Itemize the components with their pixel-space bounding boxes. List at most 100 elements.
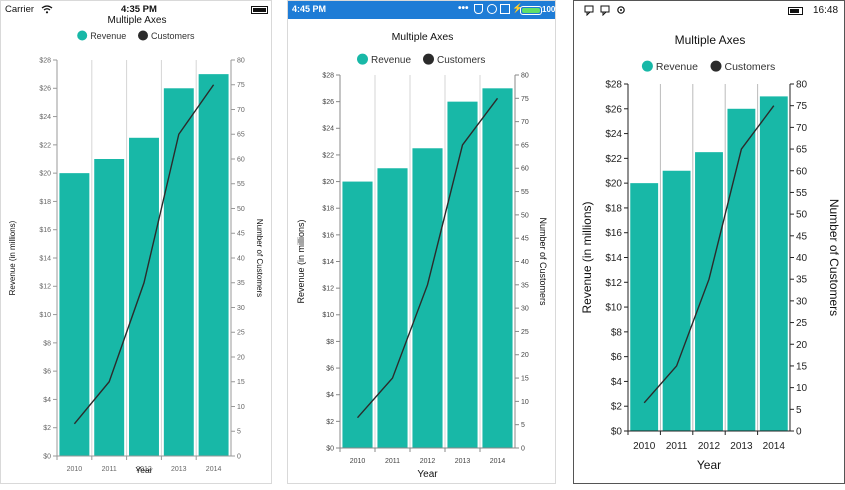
multiple-axes-chart: Multiple Axes Revenue Customers $0 $2 $4 $6 $8 $… [296,31,548,480]
battery-percent: 100% [542,5,563,14]
left-axis-tick-label: $2 [43,425,51,432]
right-axis-tick-label: 20 [237,354,245,361]
right-axis-tick-label: 50 [796,210,808,221]
ios-time: 4:35 PM [121,4,157,15]
right-axis-tick-label: 5 [796,405,802,416]
android-status-bar: 4:45 PM ••• ⚡ 100% [288,1,562,19]
x-axis-tick-label: 2014 [206,466,222,473]
chart-legend: Revenue Customers [357,53,485,66]
right-axis-title: Number of Customers [538,217,548,306]
left-axis-tick-label: $22 [605,154,622,165]
left-axis-tick-label: $6 [611,352,623,363]
right-axis-tick-label: 30 [521,306,529,313]
chart-title: Multiple Axes [392,31,454,43]
right-axis-tick-label: 0 [237,453,241,460]
customers-line [356,97,499,419]
revenue-bar [377,168,408,448]
right-axis-tick-label: 20 [796,340,808,351]
legend-marker [77,30,88,41]
legend-marker [641,60,653,72]
left-axis-tick-label: $26 [39,86,51,93]
right-axis-tick-label: 65 [796,145,808,156]
left-axis-tick-label: $20 [322,179,334,186]
right-axis-tick-label: 35 [237,280,245,287]
legend-label: Revenue [90,31,126,41]
left-axis-tick-label: $18 [605,203,622,214]
left-axis-tick-label: $12 [39,284,51,291]
right-axis-tick-label: 40 [237,255,245,262]
right-axis-tick-label: 10 [237,404,245,411]
right-axis-tick-label: 20 [521,352,529,359]
right-axis-tick-label: 55 [237,181,245,188]
left-axis-tick-label: $8 [43,340,51,347]
left-axis-tick-label: $10 [605,303,622,314]
x-axis-tick-label: 2013 [171,466,187,473]
x-axis-tick-label: 2010 [633,441,656,452]
x-axis-tick-label: 2012 [698,441,721,452]
x-axis-title: Year [697,458,721,472]
left-axis-tick-label: $28 [39,57,51,64]
multiple-axes-chart: Multiple Axes Revenue Customers $0 $2 $4 $6 $8 $… [580,33,841,472]
right-axis-tick-label: 10 [521,399,529,406]
x-axis-tick-label: 2012 [136,466,152,473]
x-axis-tick-label: 2014 [490,458,506,465]
right-axis-tick-label: 50 [521,212,529,219]
revenue-bar [129,137,159,456]
ios-status-bar: Carrier 4:35 PM [1,1,271,19]
left-axis-tick-label: $8 [326,339,334,346]
left-axis-tick-label: $28 [322,72,334,79]
right-axis-tick-label: 45 [796,231,808,242]
left-axis-tick-label: $4 [326,392,334,399]
uwp-phone: 16:48 Multiple Axes Revenue Customers $0 $2 $… [573,0,845,484]
right-axis-tick-label: 30 [237,305,245,312]
left-axis-tick-label: $16 [39,227,51,234]
more-icon: ••• [458,3,469,14]
ios-chart: Multiple Axes Revenue Customers $0 $2 $4 $6 $8 $… [1,11,271,483]
x-axis-tick-label: 2011 [666,441,688,452]
right-axis-tick-label: 80 [521,72,529,79]
android-chart: Multiple Axes Revenue Customers $0 $2 $4 $6 $8 $… [288,19,555,483]
right-axis-tick-label: 70 [521,119,529,126]
customers-line [73,84,215,425]
app-icon [487,4,497,14]
x-axis-tick-label: 2013 [455,458,471,465]
charging-icon: ⚡ [512,3,524,13]
right-axis-title: Number of Customers [255,219,264,297]
left-axis-tick-label: $24 [322,126,334,133]
message-icon [600,5,610,16]
left-axis-title: Revenue (in millions) [580,201,594,313]
revenue-bar [412,148,443,448]
box-icon [500,4,510,14]
left-axis-tick-label: $14 [322,259,334,266]
left-axis-tick-label: $22 [39,142,51,149]
battery-icon [520,6,542,15]
right-axis-tick-label: 80 [796,80,808,91]
revenue-bar [342,181,373,449]
chart-title: Multiple Axes [675,33,746,47]
right-axis-tick-label: 5 [521,422,525,429]
legend-label: Revenue [371,55,411,66]
customers-line [643,105,775,404]
left-axis-tick-label: $18 [322,206,334,213]
chart-title: Multiple Axes [108,15,167,26]
right-axis-tick-label: 75 [237,82,245,89]
x-axis-tick-label: 2010 [67,466,83,473]
legend-marker [138,30,148,41]
revenue-bar [447,101,478,449]
chart-legend: Revenue Customers [77,30,195,41]
right-axis-tick-label: 5 [237,429,241,436]
legend-marker [710,60,722,72]
uwp-status-bar: 16:48 [574,1,844,21]
left-axis-tick-label: $0 [43,453,51,460]
left-axis-tick-label: $10 [39,312,51,319]
right-axis-tick-label: 75 [796,101,808,112]
battery-icon [788,7,803,15]
x-axis-tick-label: 2014 [763,441,786,452]
revenue-bar [482,88,513,449]
chart-legend: Revenue Customers [641,60,775,73]
left-axis-tick-label: $28 [605,80,622,91]
right-axis-tick-label: 10 [796,383,808,394]
right-axis-tick-label: 0 [796,427,802,438]
left-axis-tick-label: $14 [605,253,622,264]
uwp-chart: Multiple Axes Revenue Customers $0 $2 $4 $6 $8 $… [574,25,844,483]
